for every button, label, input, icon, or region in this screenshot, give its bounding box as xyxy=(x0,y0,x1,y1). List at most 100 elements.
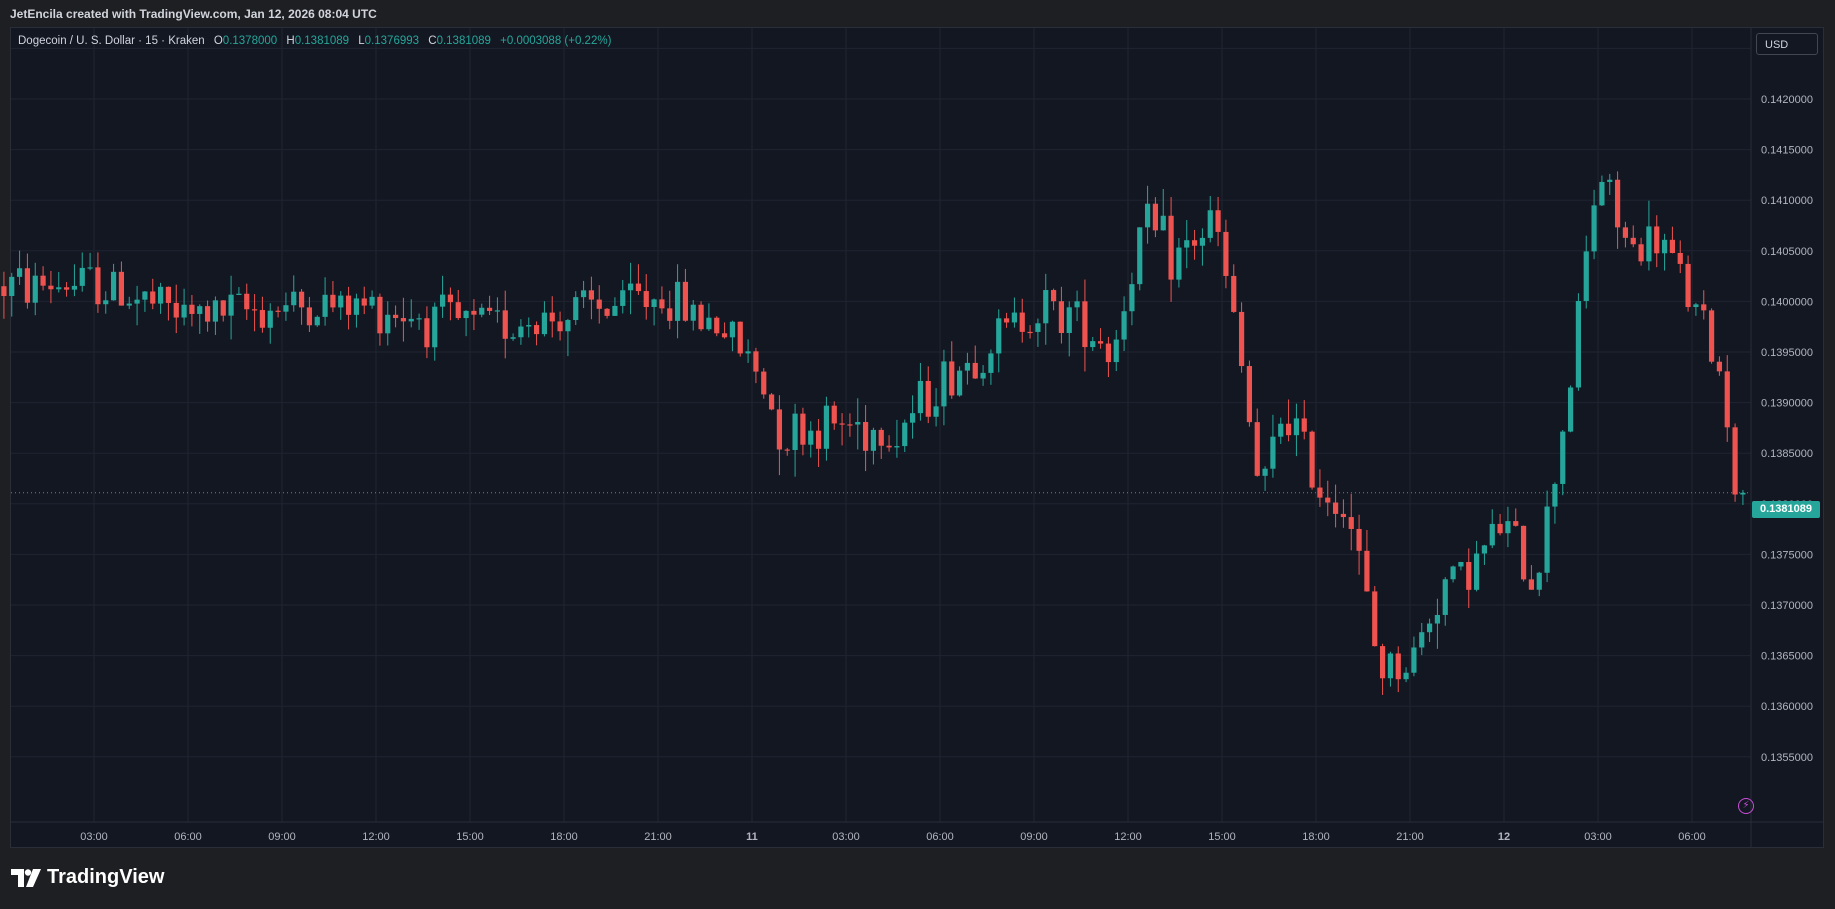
y-axis-tick-label: 0.1375000 xyxy=(1761,549,1813,561)
y-axis-tick-label: 0.1360000 xyxy=(1761,701,1813,713)
candle-up xyxy=(134,299,140,304)
candle-up xyxy=(870,429,877,451)
candle-down xyxy=(1513,521,1519,526)
high-value: 0.1381089 xyxy=(294,35,350,47)
candle-up xyxy=(823,405,830,449)
candle-down xyxy=(1654,226,1660,254)
candle-up xyxy=(541,312,548,335)
y-axis-tick-label: 0.1400000 xyxy=(1761,296,1813,308)
candle-down xyxy=(1027,331,1033,334)
chart-frame[interactable] xyxy=(10,27,1824,848)
candle-up xyxy=(283,305,289,312)
candle-down xyxy=(1223,231,1229,276)
candle-up xyxy=(181,304,187,318)
candle-down xyxy=(1701,304,1707,311)
y-axis-tick-label: 0.1410000 xyxy=(1761,195,1813,207)
candle-down xyxy=(1638,244,1644,262)
candle-down xyxy=(1,286,7,297)
candle-up xyxy=(432,306,438,348)
candle-up xyxy=(197,306,203,314)
currency-button[interactable]: USD xyxy=(1756,33,1818,55)
symbol-name[interactable]: Dogecoin / U. S. Dollar · 15 · Kraken xyxy=(18,35,205,47)
candle-down xyxy=(220,300,226,316)
y-axis-tick-label: 0.1355000 xyxy=(1761,752,1813,764)
tradingview-logo-icon xyxy=(11,868,41,887)
candle-down xyxy=(118,271,125,306)
candle-up xyxy=(706,317,712,330)
candle-down xyxy=(40,275,46,286)
close-label: C xyxy=(428,35,437,47)
candle-down xyxy=(486,307,493,311)
lightning-icon[interactable]: ⚡ xyxy=(1738,798,1754,814)
candle-up xyxy=(385,314,391,334)
brand-logo[interactable]: TradingView xyxy=(11,866,164,889)
candle-down xyxy=(1238,311,1245,367)
candle-down xyxy=(721,333,728,338)
candle-up xyxy=(408,318,414,322)
candle-up xyxy=(439,294,446,307)
candle-down xyxy=(784,449,790,451)
candle-down xyxy=(400,318,407,322)
candle-up xyxy=(1137,227,1143,285)
candle-down xyxy=(455,302,461,319)
candle-up xyxy=(1693,304,1699,308)
y-axis-tick-label: 0.1405000 xyxy=(1761,246,1813,258)
candle-up xyxy=(1043,290,1049,324)
candle-up xyxy=(1567,387,1574,432)
candle-down xyxy=(1379,646,1386,679)
candle-up xyxy=(745,351,751,354)
candle-down xyxy=(768,394,775,410)
candle-up xyxy=(1426,623,1433,633)
candle-up xyxy=(1544,506,1550,573)
candle-up xyxy=(56,287,62,290)
candle-down xyxy=(643,291,649,308)
candle-up xyxy=(1184,240,1190,248)
candle-up xyxy=(933,406,939,417)
candle-up xyxy=(1411,647,1417,673)
candle-down xyxy=(1105,343,1112,363)
candle-up xyxy=(1160,215,1166,231)
candle-up xyxy=(1074,301,1080,308)
candle-up xyxy=(1481,545,1488,554)
high-label: H xyxy=(286,35,295,47)
candle-down xyxy=(189,304,195,314)
candle-up xyxy=(1646,226,1652,262)
x-axis-tick-label: 15:00 xyxy=(456,831,484,843)
candle-up xyxy=(1575,300,1582,388)
x-axis-tick-label: 06:00 xyxy=(926,831,954,843)
y-axis-tick-label: 0.1395000 xyxy=(1761,347,1813,359)
candle-up xyxy=(1121,311,1127,340)
candle-down xyxy=(150,291,156,304)
candle-up xyxy=(988,353,994,373)
candle-up xyxy=(1599,181,1605,206)
candle-up xyxy=(526,325,532,327)
candle-down xyxy=(345,295,352,315)
change-value: +0.0003088 (+0.22%) xyxy=(500,35,612,47)
candle-up xyxy=(627,283,634,291)
candle-up xyxy=(1536,572,1542,590)
x-axis-tick-label: 11 xyxy=(746,831,758,843)
candle-up xyxy=(157,286,164,304)
candle-down xyxy=(1685,263,1691,308)
candle-down xyxy=(667,308,673,321)
candle-down xyxy=(502,310,508,339)
candle-down xyxy=(1520,525,1527,580)
candle-up xyxy=(964,362,971,371)
candle-down xyxy=(1215,210,1221,232)
candle-down xyxy=(1191,240,1198,246)
candle-down xyxy=(165,286,172,303)
candle-up xyxy=(369,296,375,306)
candle-down xyxy=(1301,418,1307,432)
low-value: 0.1376993 xyxy=(364,35,420,47)
candle-down xyxy=(259,310,266,328)
candle-down xyxy=(392,314,399,319)
candle-down xyxy=(1246,366,1253,423)
candle-up xyxy=(996,318,1002,354)
candle-up xyxy=(690,304,696,321)
candle-down xyxy=(925,380,931,417)
candle-down xyxy=(862,422,869,451)
candle-down xyxy=(24,268,31,303)
y-axis-tick-label: 0.1385000 xyxy=(1761,448,1813,460)
candle-down xyxy=(737,321,743,354)
